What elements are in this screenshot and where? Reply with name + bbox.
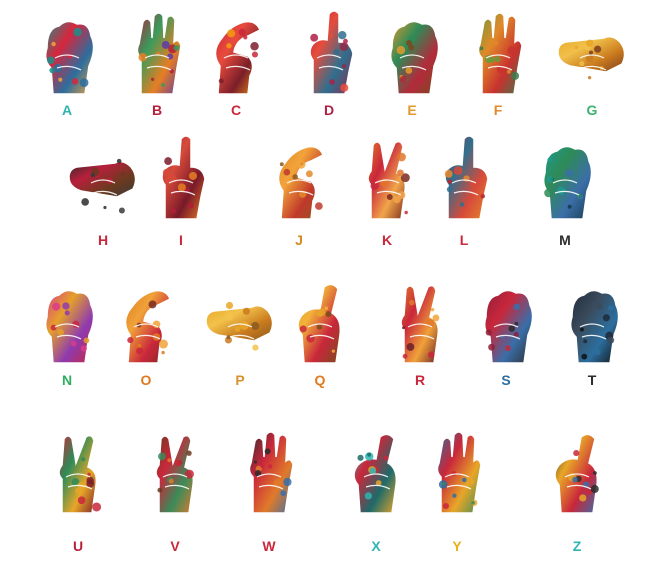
letter-label-p: P <box>235 372 245 388</box>
hand-sign-k-image <box>347 133 427 223</box>
letter-label-z: Z <box>572 538 582 554</box>
letter-label-e: E <box>407 102 417 118</box>
hand-sign-r-image <box>380 277 460 367</box>
letter-label-h: H <box>97 232 109 248</box>
hand-sign-u-image <box>38 427 118 517</box>
hand-sign-x-image <box>336 427 416 517</box>
hand-sign-t-image <box>552 277 632 367</box>
letter-label-m: M <box>559 232 571 248</box>
hand-sign-j-image <box>259 133 339 223</box>
letter-label-j: J <box>295 232 303 248</box>
letter-label-w: W <box>262 538 276 554</box>
hand-sign-v-image <box>135 427 215 517</box>
letter-label-l: L <box>459 232 469 248</box>
hand-sign-w-image <box>229 427 309 517</box>
letter-label-o: O <box>140 372 152 388</box>
letter-label-r: R <box>414 372 426 388</box>
hand-sign-i-image <box>141 133 221 223</box>
hand-sign-q-image <box>280 277 360 367</box>
letter-label-n: N <box>61 372 73 388</box>
hand-sign-g-image <box>552 8 632 98</box>
letter-label-x: X <box>371 538 381 554</box>
hand-sign-o-image <box>106 277 186 367</box>
hand-sign-n-image <box>27 277 107 367</box>
letter-label-k: K <box>381 232 393 248</box>
hand-sign-m-image <box>525 133 605 223</box>
letter-label-d: D <box>323 102 335 118</box>
letter-label-f: F <box>493 102 503 118</box>
letter-label-c: C <box>230 102 242 118</box>
letter-label-a: A <box>61 102 73 118</box>
hand-sign-p-image <box>200 277 280 367</box>
hand-sign-l-image <box>424 133 504 223</box>
letter-label-q: Q <box>314 372 326 388</box>
hand-sign-z-image <box>537 427 617 517</box>
hand-sign-c-image <box>196 8 276 98</box>
letter-label-i: I <box>179 232 183 248</box>
letter-label-s: S <box>501 372 511 388</box>
hand-sign-f-image <box>458 8 538 98</box>
hand-sign-s-image <box>466 277 546 367</box>
hand-sign-d-image <box>289 8 369 98</box>
letter-label-b: B <box>151 102 163 118</box>
hand-sign-b-image <box>117 8 197 98</box>
letter-label-t: T <box>587 372 597 388</box>
letter-label-g: G <box>586 102 598 118</box>
hand-sign-h-image <box>63 133 143 223</box>
hand-sign-y-image <box>417 427 497 517</box>
letter-label-u: U <box>72 538 84 554</box>
letter-label-v: V <box>170 538 180 554</box>
hand-sign-e-image <box>372 8 452 98</box>
letter-label-y: Y <box>452 538 462 554</box>
hand-sign-a-image <box>27 8 107 98</box>
